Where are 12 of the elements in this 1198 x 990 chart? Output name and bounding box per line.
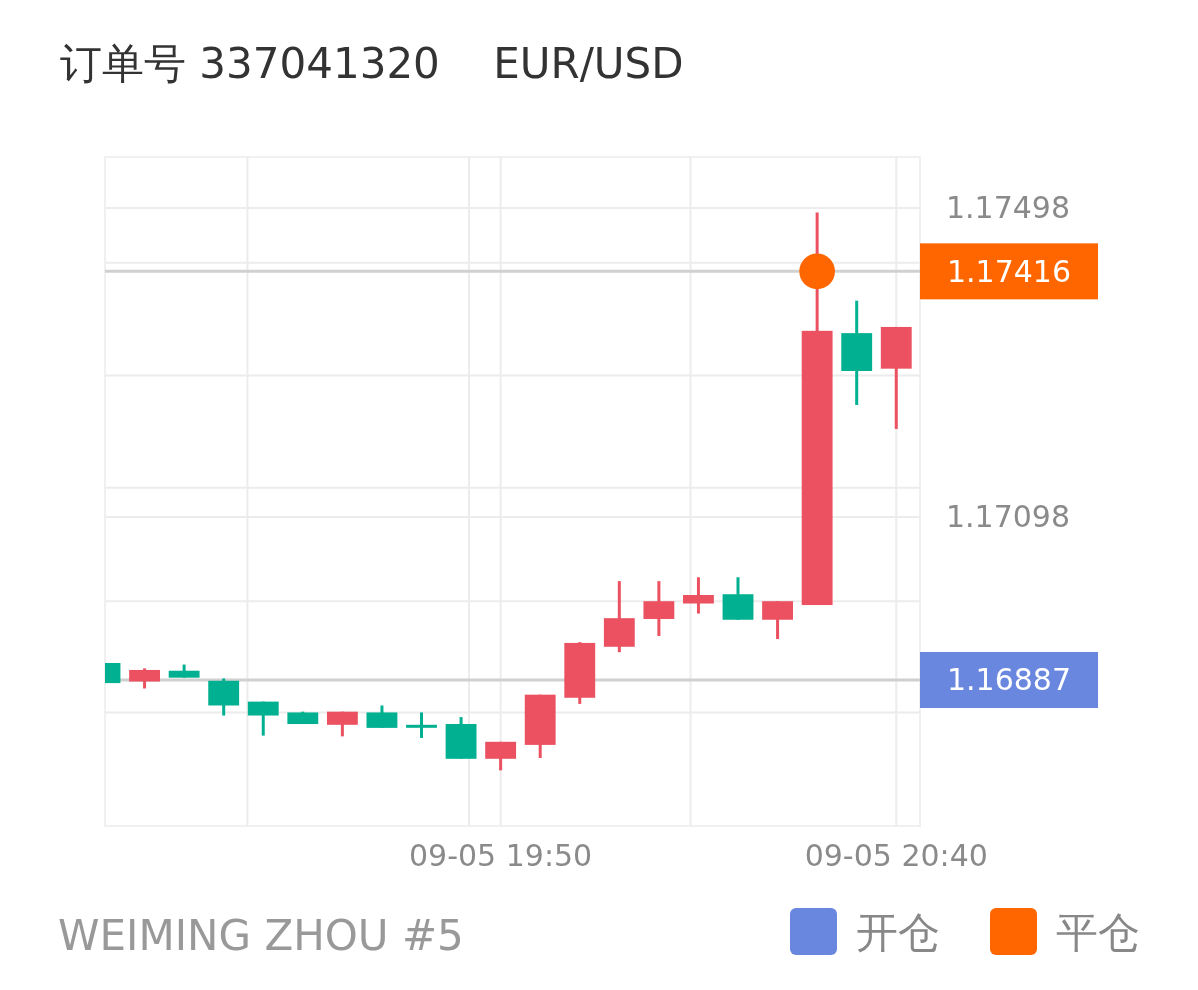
legend-label: 开仓: [856, 908, 940, 958]
chart-title: 订单号 337041320 EUR/USD: [60, 39, 684, 88]
y-tick-label: 1.17498: [945, 190, 1071, 226]
text: WEIMING ZHOU #5: [58, 911, 464, 960]
legend-label: 平仓: [1056, 908, 1140, 958]
ref-line-label: 1.17416: [946, 253, 1072, 289]
candlestick: [683, 577, 714, 614]
candlestick: [406, 712, 437, 738]
x-tick-label: 09-05 20:40: [804, 838, 988, 873]
ref-line-label: 1.16887: [946, 662, 1072, 698]
y-tick-label: 1.17098: [945, 499, 1071, 535]
x-tick-label: 09-05 19:50: [409, 838, 593, 873]
